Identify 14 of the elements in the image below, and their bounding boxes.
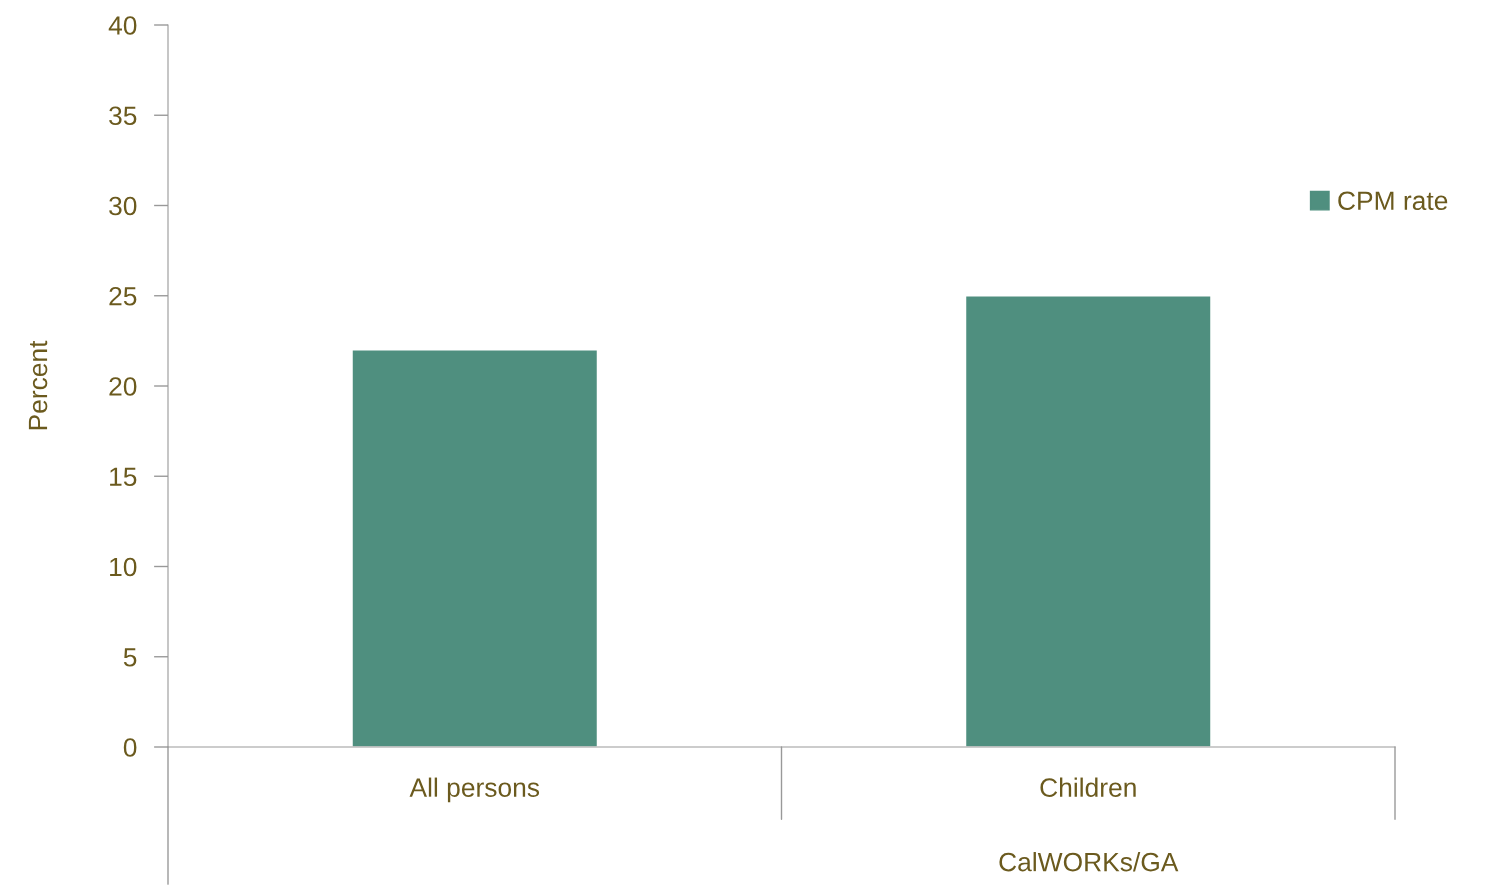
y-tick-label: 5 [123,648,137,667]
legend-label: CPM rate [1338,191,1448,211]
y-tick-label: 30 [109,196,137,216]
y-tick-label: 25 [109,286,137,306]
y-tick-label: 0 [123,738,137,757]
y-tick-label: 35 [109,106,137,126]
y-tick-label: 10 [110,557,137,577]
y-tick-label: 20 [109,377,137,396]
x-tick-label: All persons [409,777,540,803]
y-tick-label: 40 [108,16,137,35]
x-tick-label: Children [1040,777,1136,797]
y-tick-label: 15 [110,467,137,487]
text: CalWORKs/GA [999,852,1179,872]
y-axis-title: Percent [28,340,48,430]
